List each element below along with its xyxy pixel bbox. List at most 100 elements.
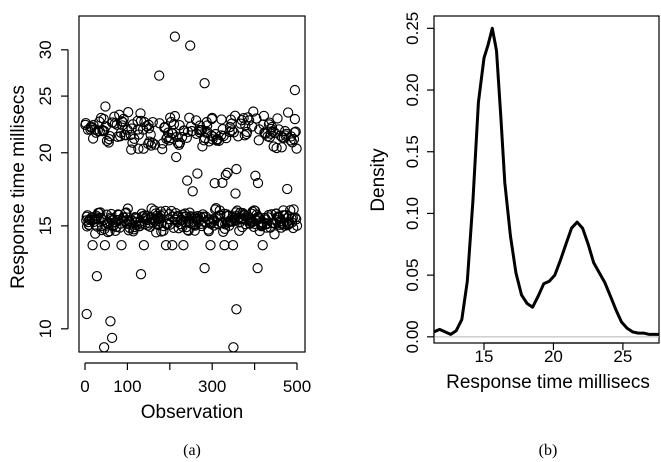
scatter-point (243, 115, 255, 126)
panel-b-y-tick-label: 0.15 (403, 135, 422, 168)
scatter-point (205, 240, 216, 251)
scatter-point (105, 316, 116, 327)
scatter-point (133, 143, 144, 154)
panel-a-caption: (a) (183, 442, 201, 459)
scatter-point (122, 203, 133, 214)
scatter-point (246, 121, 258, 132)
scatter-point (231, 304, 242, 315)
scatter-point (220, 169, 231, 181)
scatter-point (185, 40, 196, 51)
scatter-point (238, 113, 249, 124)
scatter-point (290, 212, 301, 223)
panel-b-plot-frame (433, 15, 660, 344)
scatter-point (258, 110, 270, 122)
scatter-point (182, 224, 193, 236)
scatter-point (99, 240, 111, 251)
panel-b-caption: (b) (539, 442, 558, 459)
scatter-point (149, 139, 161, 150)
scatter-point (90, 228, 101, 239)
scatter-point (187, 186, 198, 197)
scatter-point (257, 240, 268, 251)
scatter-point (160, 240, 172, 251)
scatter-point (161, 133, 172, 144)
panel-b-y-tick-label: 0.00 (403, 320, 422, 353)
scatter-point (252, 177, 264, 189)
scatter-point (135, 269, 147, 280)
scatter-point (106, 332, 118, 344)
scatter-point (265, 128, 276, 139)
scatter-point (143, 138, 154, 150)
scatter-point (162, 127, 174, 138)
scatter-point (147, 117, 158, 128)
scatter-point (282, 107, 294, 118)
scatter-point (226, 125, 238, 136)
scatter-point (236, 115, 248, 126)
scatter-point (248, 106, 259, 117)
scatter-point (282, 183, 293, 195)
scatter-point (125, 129, 136, 141)
scatter-point (268, 141, 279, 152)
scatter-point (126, 123, 137, 134)
scatter-point (182, 175, 193, 186)
panel-b-density-curve (433, 26, 659, 336)
scatter-point (145, 129, 156, 140)
scatter-point (192, 168, 203, 179)
scatter-point (120, 130, 131, 141)
scatter-point (93, 214, 104, 225)
scatter-point (181, 132, 192, 143)
scatter-point (159, 121, 171, 133)
scatter-point (190, 115, 202, 126)
scatter-point (138, 240, 150, 251)
scatter-point (289, 84, 301, 96)
scatter-point (151, 227, 162, 238)
scatter-point (169, 110, 181, 122)
scatter-point (230, 188, 241, 199)
scatter-point (216, 114, 227, 125)
scatter-point (199, 262, 210, 274)
panel-a-x-tick-label: 300 (198, 377, 226, 396)
scatter-point (234, 225, 245, 236)
panel-a-scatter: 0 100 300 500 10 15 20 25 30 Observation Respon… (8, 15, 311, 459)
scatter-point (116, 116, 128, 127)
scatter-point (122, 124, 133, 135)
scatter-point (252, 262, 263, 274)
scatter-point (291, 214, 302, 225)
scatter-point (266, 121, 278, 133)
scatter-point (251, 113, 262, 124)
scatter-point (167, 240, 178, 251)
scatter-point (228, 342, 239, 353)
scatter-point (104, 131, 116, 142)
scatter-point (291, 143, 302, 154)
scatter-point (199, 78, 210, 89)
scatter-point (91, 271, 103, 282)
panel-a-x-axis-title: Observation (141, 402, 243, 423)
scatter-point (109, 118, 121, 129)
scatter-point (239, 130, 250, 141)
panel-a-y-axis-title: Response time millisecs (8, 85, 29, 289)
panel-b-x-axis: 15 20 25 (475, 342, 632, 366)
scatter-point (154, 70, 165, 81)
scatter-point (291, 220, 303, 231)
scatter-point (250, 170, 261, 181)
scatter-point (271, 142, 282, 154)
scatter-point (141, 214, 153, 226)
panel-b-y-tick-label: 0.05 (403, 259, 422, 292)
scatter-point (109, 111, 120, 122)
panel-b-y-axis: 0.00 0.05 0.10 0.15 0.20 0.25 (403, 12, 435, 353)
scatter-point (87, 240, 98, 251)
scatter-point (290, 126, 301, 137)
panel-a-x-tick-label: 100 (113, 377, 141, 396)
scatter-point (116, 240, 127, 251)
scatter-point (289, 127, 300, 138)
scatter-point (157, 144, 168, 155)
panel-a-y-tick-label: 20 (36, 143, 55, 162)
panel-b-y-axis-title: Density (368, 148, 389, 212)
panel-a-y-tick-label: 10 (36, 319, 55, 338)
scatter-point (98, 342, 110, 353)
scatter-point (147, 137, 158, 148)
scatter-point (209, 178, 220, 189)
panel-a-y-tick-label: 30 (36, 40, 55, 59)
panel-a-plot-frame (78, 15, 306, 353)
panel-a-x-tick-label: 0 (80, 377, 89, 396)
